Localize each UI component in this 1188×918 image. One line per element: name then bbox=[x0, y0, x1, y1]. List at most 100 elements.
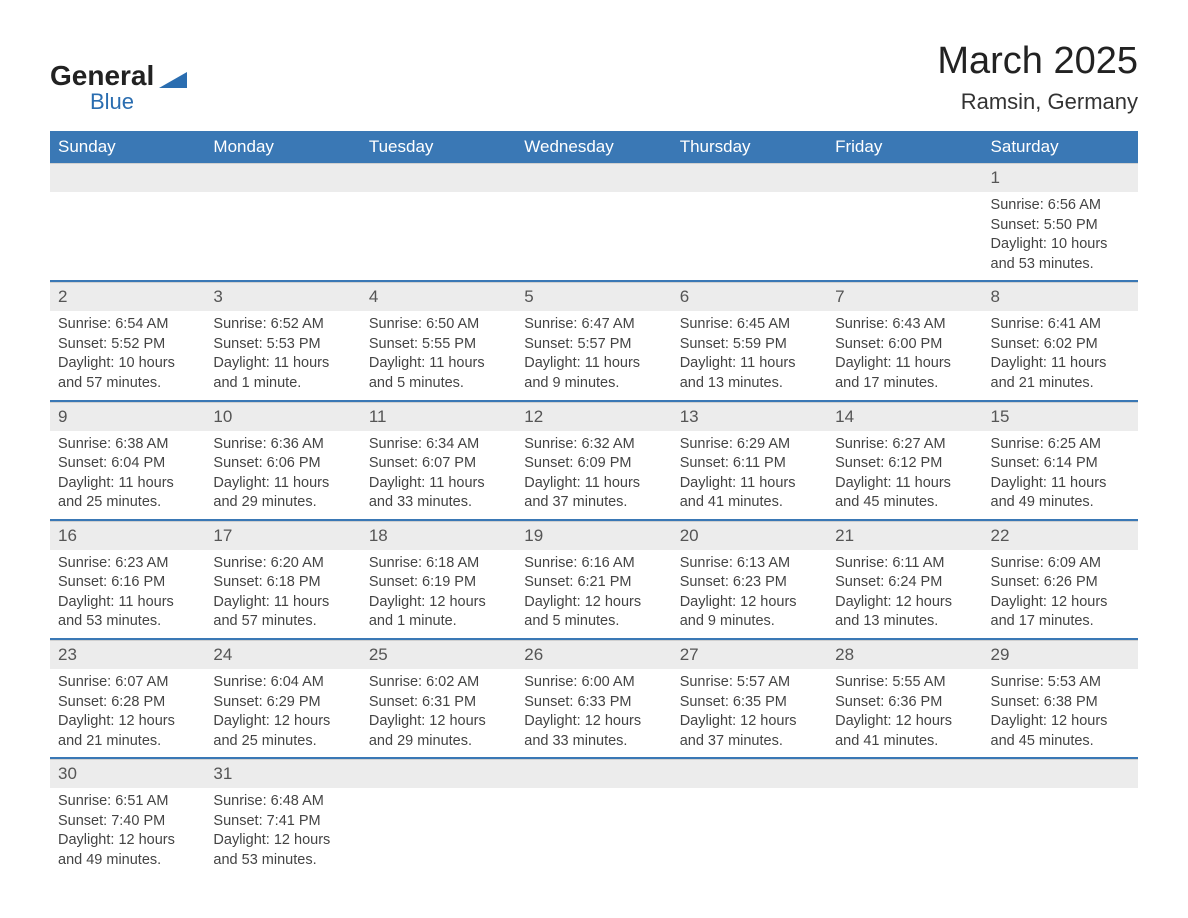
sunrise-text: Sunrise: 6:43 AM bbox=[835, 315, 974, 335]
day-number bbox=[516, 163, 671, 192]
sunrise-text: Sunrise: 6:27 AM bbox=[835, 435, 974, 455]
day-cell: 6Sunrise: 6:45 AMSunset: 5:59 PMDaylight… bbox=[672, 281, 827, 400]
daylight-text: Daylight: 11 hours and 53 minutes. bbox=[58, 593, 197, 632]
sunset-text: Sunset: 5:55 PM bbox=[369, 335, 508, 355]
daylight-text: Daylight: 11 hours and 37 minutes. bbox=[524, 474, 663, 513]
sunset-text: Sunset: 7:40 PM bbox=[58, 812, 197, 832]
day-cell: 14Sunrise: 6:27 AMSunset: 6:12 PMDayligh… bbox=[827, 401, 982, 520]
page-header: General Blue March 2025 Ramsin, Germany bbox=[50, 40, 1138, 115]
daylight-text: Daylight: 12 hours and 33 minutes. bbox=[524, 712, 663, 751]
daylight-text: Daylight: 10 hours and 53 minutes. bbox=[991, 235, 1130, 274]
day-body bbox=[50, 192, 205, 202]
day-number: 17 bbox=[205, 521, 360, 550]
day-number bbox=[672, 163, 827, 192]
day-cell: 20Sunrise: 6:13 AMSunset: 6:23 PMDayligh… bbox=[672, 520, 827, 639]
sunrise-text: Sunrise: 6:20 AM bbox=[213, 554, 352, 574]
day-body: Sunrise: 6:18 AMSunset: 6:19 PMDaylight:… bbox=[361, 550, 516, 638]
day-number: 13 bbox=[672, 402, 827, 431]
sunset-text: Sunset: 7:41 PM bbox=[213, 812, 352, 832]
sunset-text: Sunset: 5:59 PM bbox=[680, 335, 819, 355]
daylight-text: Daylight: 12 hours and 5 minutes. bbox=[524, 593, 663, 632]
day-number: 25 bbox=[361, 640, 516, 669]
sunset-text: Sunset: 6:29 PM bbox=[213, 693, 352, 713]
day-cell: 24Sunrise: 6:04 AMSunset: 6:29 PMDayligh… bbox=[205, 639, 360, 758]
sunset-text: Sunset: 6:19 PM bbox=[369, 573, 508, 593]
day-number: 12 bbox=[516, 402, 671, 431]
weekday-header: Wednesday bbox=[516, 131, 671, 163]
sunrise-text: Sunrise: 6:56 AM bbox=[991, 196, 1130, 216]
sunset-text: Sunset: 6:23 PM bbox=[680, 573, 819, 593]
sunset-text: Sunset: 6:26 PM bbox=[991, 573, 1130, 593]
sunset-text: Sunset: 6:02 PM bbox=[991, 335, 1130, 355]
week-number-row: 1Sunrise: 6:56 AMSunset: 5:50 PMDaylight… bbox=[50, 163, 1138, 281]
day-cell: 8Sunrise: 6:41 AMSunset: 6:02 PMDaylight… bbox=[983, 281, 1138, 400]
daylight-text: Daylight: 12 hours and 25 minutes. bbox=[213, 712, 352, 751]
day-cell: 23Sunrise: 6:07 AMSunset: 6:28 PMDayligh… bbox=[50, 639, 205, 758]
day-number: 19 bbox=[516, 521, 671, 550]
day-number: 14 bbox=[827, 402, 982, 431]
day-body: Sunrise: 6:36 AMSunset: 6:06 PMDaylight:… bbox=[205, 431, 360, 519]
sunrise-text: Sunrise: 6:00 AM bbox=[524, 673, 663, 693]
day-number: 18 bbox=[361, 521, 516, 550]
day-body: Sunrise: 6:23 AMSunset: 6:16 PMDaylight:… bbox=[50, 550, 205, 638]
sunset-text: Sunset: 6:00 PM bbox=[835, 335, 974, 355]
sunset-text: Sunset: 6:11 PM bbox=[680, 454, 819, 474]
daylight-text: Daylight: 11 hours and 41 minutes. bbox=[680, 474, 819, 513]
day-cell: 30Sunrise: 6:51 AMSunset: 7:40 PMDayligh… bbox=[50, 758, 205, 876]
week-number-row: 30Sunrise: 6:51 AMSunset: 7:40 PMDayligh… bbox=[50, 758, 1138, 876]
day-cell bbox=[516, 163, 671, 281]
daylight-text: Daylight: 11 hours and 49 minutes. bbox=[991, 474, 1130, 513]
logo-brand1: General bbox=[50, 60, 154, 91]
day-number: 11 bbox=[361, 402, 516, 431]
page-subtitle: Ramsin, Germany bbox=[937, 89, 1138, 115]
sunrise-text: Sunrise: 6:16 AM bbox=[524, 554, 663, 574]
sunset-text: Sunset: 6:16 PM bbox=[58, 573, 197, 593]
sunrise-text: Sunrise: 6:41 AM bbox=[991, 315, 1130, 335]
day-number: 5 bbox=[516, 282, 671, 311]
day-body: Sunrise: 6:11 AMSunset: 6:24 PMDaylight:… bbox=[827, 550, 982, 638]
day-number bbox=[50, 163, 205, 192]
daylight-text: Daylight: 11 hours and 5 minutes. bbox=[369, 354, 508, 393]
day-cell: 22Sunrise: 6:09 AMSunset: 6:26 PMDayligh… bbox=[983, 520, 1138, 639]
day-number: 2 bbox=[50, 282, 205, 311]
day-cell: 18Sunrise: 6:18 AMSunset: 6:19 PMDayligh… bbox=[361, 520, 516, 639]
sunrise-text: Sunrise: 6:09 AM bbox=[991, 554, 1130, 574]
week-number-row: 16Sunrise: 6:23 AMSunset: 6:16 PMDayligh… bbox=[50, 520, 1138, 639]
day-number: 31 bbox=[205, 759, 360, 788]
logo: General Blue bbox=[50, 60, 187, 115]
sunrise-text: Sunrise: 6:29 AM bbox=[680, 435, 819, 455]
day-body bbox=[672, 788, 827, 798]
day-body: Sunrise: 5:55 AMSunset: 6:36 PMDaylight:… bbox=[827, 669, 982, 757]
sunset-text: Sunset: 6:07 PM bbox=[369, 454, 508, 474]
sunrise-text: Sunrise: 6:51 AM bbox=[58, 792, 197, 812]
day-cell: 4Sunrise: 6:50 AMSunset: 5:55 PMDaylight… bbox=[361, 281, 516, 400]
sunrise-text: Sunrise: 6:32 AM bbox=[524, 435, 663, 455]
day-cell: 9Sunrise: 6:38 AMSunset: 6:04 PMDaylight… bbox=[50, 401, 205, 520]
day-cell: 3Sunrise: 6:52 AMSunset: 5:53 PMDaylight… bbox=[205, 281, 360, 400]
sunset-text: Sunset: 6:28 PM bbox=[58, 693, 197, 713]
sunset-text: Sunset: 6:09 PM bbox=[524, 454, 663, 474]
day-body: Sunrise: 6:29 AMSunset: 6:11 PMDaylight:… bbox=[672, 431, 827, 519]
day-number bbox=[827, 163, 982, 192]
day-body: Sunrise: 6:27 AMSunset: 6:12 PMDaylight:… bbox=[827, 431, 982, 519]
day-cell: 29Sunrise: 5:53 AMSunset: 6:38 PMDayligh… bbox=[983, 639, 1138, 758]
weekday-header: Tuesday bbox=[361, 131, 516, 163]
day-cell bbox=[50, 163, 205, 281]
day-cell: 28Sunrise: 5:55 AMSunset: 6:36 PMDayligh… bbox=[827, 639, 982, 758]
day-body: Sunrise: 6:00 AMSunset: 6:33 PMDaylight:… bbox=[516, 669, 671, 757]
day-body bbox=[672, 192, 827, 202]
day-number: 28 bbox=[827, 640, 982, 669]
day-number: 1 bbox=[983, 163, 1138, 192]
day-number: 23 bbox=[50, 640, 205, 669]
sunrise-text: Sunrise: 5:55 AM bbox=[835, 673, 974, 693]
day-cell: 16Sunrise: 6:23 AMSunset: 6:16 PMDayligh… bbox=[50, 520, 205, 639]
sunset-text: Sunset: 5:57 PM bbox=[524, 335, 663, 355]
day-number: 29 bbox=[983, 640, 1138, 669]
week-number-row: 9Sunrise: 6:38 AMSunset: 6:04 PMDaylight… bbox=[50, 401, 1138, 520]
sunset-text: Sunset: 6:14 PM bbox=[991, 454, 1130, 474]
day-body: Sunrise: 6:16 AMSunset: 6:21 PMDaylight:… bbox=[516, 550, 671, 638]
day-body: Sunrise: 6:34 AMSunset: 6:07 PMDaylight:… bbox=[361, 431, 516, 519]
day-number bbox=[672, 759, 827, 788]
day-cell: 17Sunrise: 6:20 AMSunset: 6:18 PMDayligh… bbox=[205, 520, 360, 639]
day-body: Sunrise: 6:51 AMSunset: 7:40 PMDaylight:… bbox=[50, 788, 205, 876]
